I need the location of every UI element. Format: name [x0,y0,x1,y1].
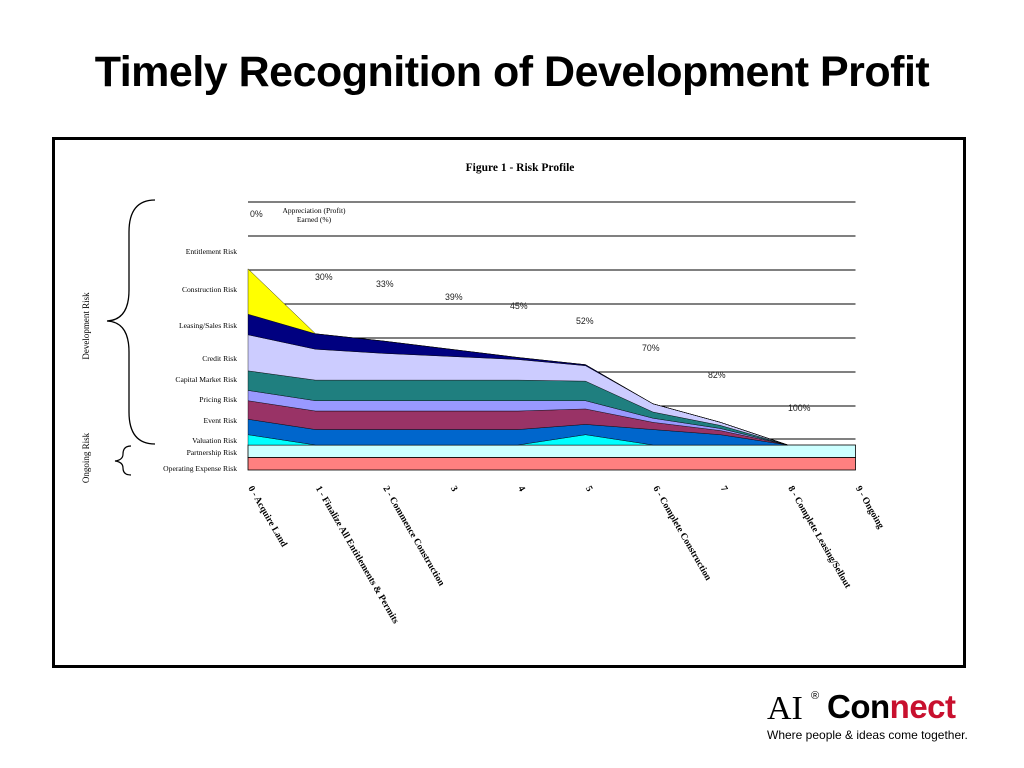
risk-profile-chart: Entitlement Risk Construction Risk Leasing… [81,162,885,626]
x-label-2: 2 - Commence Construction [380,485,446,589]
profit-label-3: 39% [445,292,463,302]
x-label-4: 4 [515,485,526,494]
profit-label-0: 0% [250,209,263,219]
profit-label-7: 82% [708,370,726,380]
brace-label-development-risk: Development Risk [81,292,91,360]
logo-ai-text: AI [767,690,803,727]
x-label-0: 0 - Acquire Land [245,485,288,550]
logo-connect-wordmark: Connect [827,688,956,726]
area-partnership-risk [247,444,856,458]
chart-frame: Entitlement Risk Construction Risk Leasing… [52,137,966,668]
logo-registered-mark: ® [811,690,820,702]
x-label-5: 5 [583,485,594,494]
x-label-1: 1 - Finalize All Entitlements & Permits [313,485,400,626]
development-brace [106,199,156,445]
risk-label-leasing-sales-risk: Leasing/Sales Risk [179,321,237,330]
risk-areas [247,268,856,471]
risk-label-pricing-risk: Pricing Risk [199,395,237,404]
profit-label-4: 45% [510,301,528,311]
x-label-8: 8 - Complete Leasing/Sellout [785,485,852,592]
logo-tagline: Where people & ideas come together. [767,728,968,742]
profit-annotation: Appreciation (Profit) Earned (%) [282,206,346,224]
x-label-7: 7 [718,485,729,494]
annotations: Development Risk Ongoing Risk Appreciation… [81,199,811,483]
logo-nect-text: nect [889,688,956,725]
x-label-3: 3 [448,485,459,494]
x-label-6: 6 - Complete Construction [650,485,713,584]
ongoing-brace [114,445,132,476]
risk-label-partnership-risk: Partnership Risk [187,448,238,457]
risk-label-operating-expense-risk: Operating Expense Risk [163,464,237,473]
risk-label-construction-risk: Construction Risk [182,285,237,294]
risk-labels: Entitlement Risk Construction Risk Leasing… [163,247,237,473]
risk-label-entitlement-risk: Entitlement Risk [186,247,237,256]
risk-label-credit-risk: Credit Risk [202,354,237,363]
logo-con-text: Con [827,688,890,725]
risk-label-event-risk: Event Risk [203,416,237,425]
slide-title: Timely Recognition of Development Profit [94,48,930,96]
brace-label-ongoing-risk: Ongoing Risk [81,432,91,483]
area-operating-expense-risk [247,457,856,471]
chart-title: Figure 1 - Risk Profile [466,162,575,174]
profit-label-2: 33% [376,279,394,289]
profit-label-6: 70% [642,343,660,353]
profit-label-8: 100% [788,403,811,413]
x-label-9: 9 - Ongoing [853,485,886,531]
area-entitlement-risk [247,268,789,446]
risk-label-valuation-risk: Valuation Risk [192,436,237,445]
ai-connect-logo: AI ® Connect Where people & ideas come t… [767,688,997,748]
x-axis-labels: 0 - Acquire Land 1 - Finalize All Entitle… [245,485,885,626]
profit-label-1: 30% [315,272,333,282]
risk-label-capital-market-risk: Capital Market Risk [175,375,237,384]
profit-label-5: 52% [576,316,594,326]
